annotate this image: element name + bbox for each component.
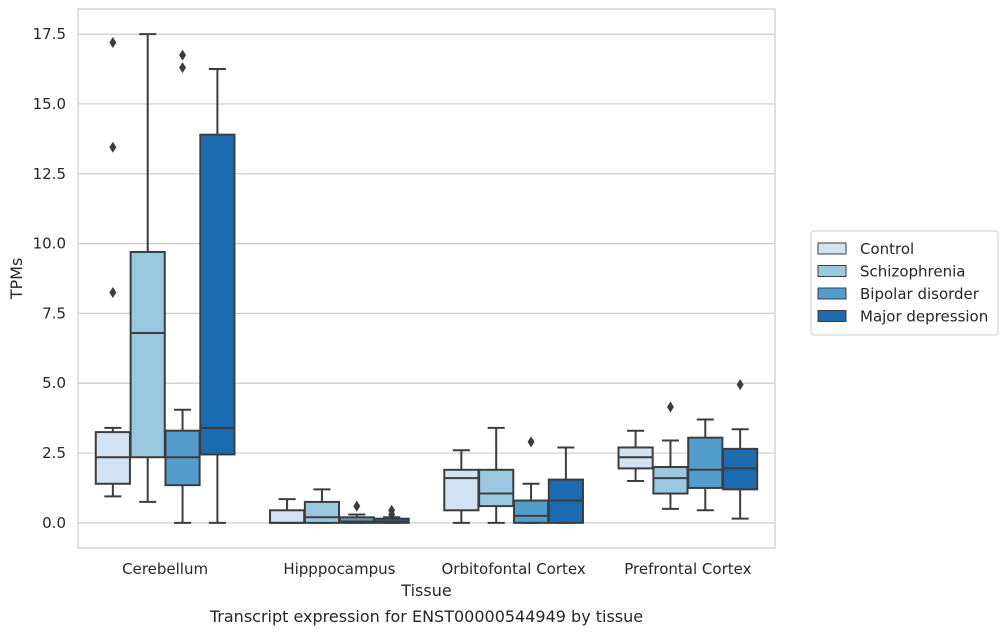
box-plot (547, 446, 584, 524)
outlier-marker (388, 504, 396, 516)
outlier-marker (179, 49, 187, 61)
legend-label: Bipolar disorder (860, 285, 980, 303)
box (129, 250, 166, 459)
outlier-marker (109, 37, 117, 49)
y-tick-label: 2.5 (42, 444, 66, 462)
box (303, 500, 341, 524)
box (199, 133, 236, 456)
legend-swatch (817, 265, 847, 277)
outlier-marker (109, 141, 117, 153)
outlier-marker (109, 286, 117, 298)
x-tick-label: Cerebellum (122, 560, 208, 578)
legend: Control Schizophrenia Bipolar disorder Majo… (810, 230, 999, 336)
outlier-marker (353, 500, 361, 512)
box-plot (512, 436, 550, 524)
y-tick-label: 10.0 (33, 235, 66, 253)
plot-area (77, 8, 776, 549)
outlier-marker (527, 436, 535, 448)
outlier-marker (666, 401, 674, 413)
box-plot (722, 379, 759, 520)
box-plot (303, 488, 341, 524)
legend-frame (810, 230, 999, 336)
y-axis-label: TPMs (7, 258, 26, 301)
x-tick-labels: Cerebellum Hipppocampus Orbitofontal Corte… (122, 560, 751, 578)
box-plot (478, 426, 515, 524)
box-plot (164, 49, 201, 524)
y-tick-label: 5.0 (42, 374, 66, 392)
box-plot (373, 504, 410, 524)
box-plot (269, 498, 306, 524)
box-plot (129, 33, 166, 503)
legend-swatch (817, 287, 847, 300)
legend-label: Schizophrenia (860, 263, 965, 281)
legend-label: Major depression (860, 308, 988, 326)
box-plots (94, 33, 759, 524)
y-tick-label: 17.5 (33, 25, 66, 43)
y-tick-labels: 0.0 2.5 5.0 7.5 10.0 12.5 15.0 17.5 (33, 25, 66, 532)
legend-label: Control (860, 240, 914, 258)
x-tick-label: Orbitofontal Cortex (442, 560, 586, 578)
y-tick-label: 15.0 (33, 95, 66, 113)
box (478, 468, 515, 508)
box-plot (687, 418, 724, 512)
box-plot (652, 401, 689, 510)
chart-caption: Transcript expression for ENST0000054494… (209, 607, 643, 626)
x-tick-label: Hipppocampus (283, 560, 395, 578)
box-plot (94, 37, 131, 498)
box (652, 466, 689, 495)
outlier-marker (736, 379, 744, 391)
x-tick-label: Prefrontal Cortex (624, 560, 751, 578)
outlier-marker (179, 62, 187, 74)
legend-swatch (817, 242, 847, 255)
box-plot (338, 500, 375, 524)
y-tick-label: 0.0 (42, 514, 66, 532)
box-plot (443, 449, 480, 524)
box (269, 509, 306, 524)
legend-swatch (817, 310, 847, 322)
box-plot (617, 429, 654, 482)
box (687, 436, 724, 489)
y-tick-label: 12.5 (33, 165, 66, 183)
y-tick-label: 7.5 (42, 304, 66, 322)
box (443, 468, 480, 512)
x-axis-label: Tissue (400, 581, 451, 600)
box (512, 499, 550, 524)
box-plot (199, 68, 236, 524)
